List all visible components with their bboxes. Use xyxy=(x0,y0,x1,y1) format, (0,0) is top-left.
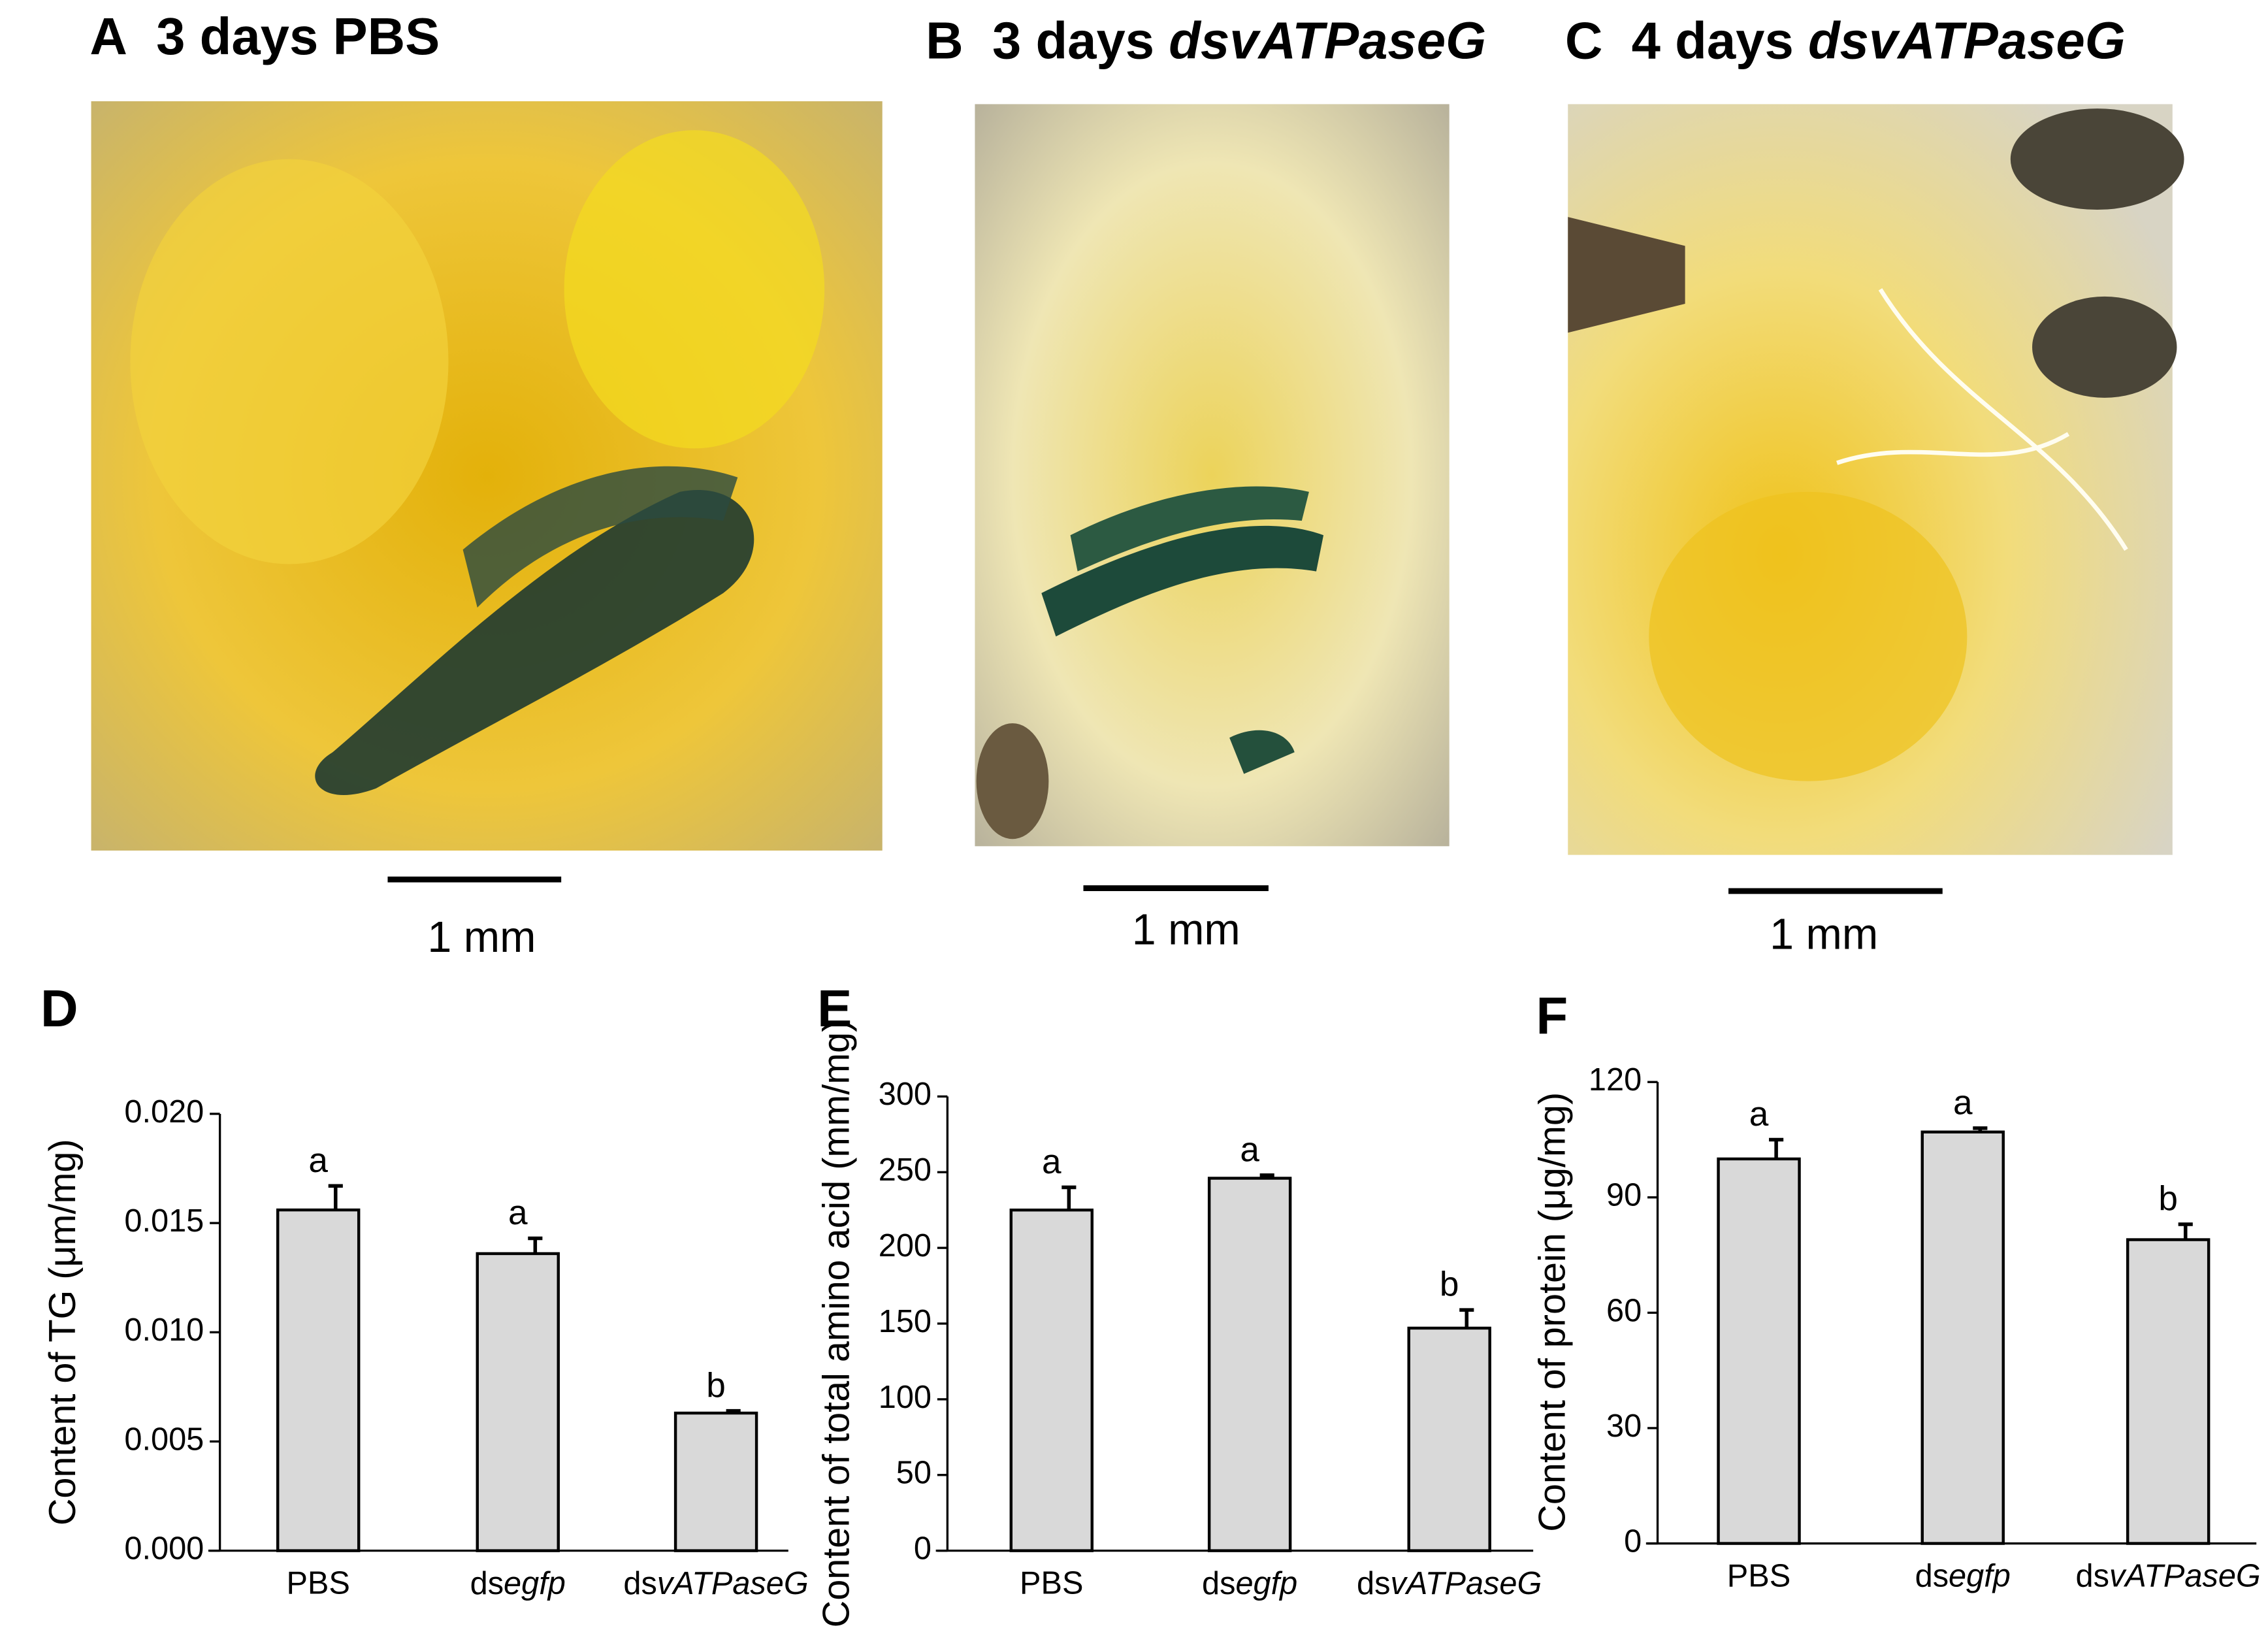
panel-label: E xyxy=(817,979,852,1037)
y-tick-label: 0.015 xyxy=(124,1203,204,1239)
bar xyxy=(1207,1177,1292,1552)
panel-title: B 3 days dsvATPaseG xyxy=(926,12,1486,70)
x-tick-label: dsegfp xyxy=(1202,1566,1297,1601)
x-tick-label: PBS xyxy=(1020,1566,1083,1601)
micrograph xyxy=(91,101,883,851)
label-part: ds xyxy=(1915,1559,1949,1594)
bar xyxy=(673,1411,758,1552)
x-tick-label: dsegfp xyxy=(470,1566,566,1601)
x-tick-label: PBS xyxy=(286,1566,349,1601)
label-part: ds xyxy=(1202,1566,1235,1601)
label-part: ds xyxy=(1357,1566,1390,1601)
error-bar xyxy=(1769,1137,1784,1159)
y-tick-label: 0.000 xyxy=(124,1531,204,1567)
panel-label: F xyxy=(1536,986,1568,1045)
scale-bar-label: 1 mm xyxy=(427,913,536,962)
panel-time: 4 days xyxy=(1632,12,1794,70)
y-tick-label: 0.010 xyxy=(124,1312,204,1348)
y-tick-label: 60 xyxy=(1606,1293,1642,1328)
panel-label: D xyxy=(40,979,78,1037)
bar xyxy=(1407,1326,1491,1552)
scale-bar-label: 1 mm xyxy=(1770,910,1878,958)
label-part: egfp xyxy=(1949,1559,2011,1594)
bar xyxy=(476,1252,560,1552)
y-axis-title: Content of protein (μg/mg) xyxy=(1532,1092,1574,1532)
significance-label: b xyxy=(1440,1265,1459,1304)
panel-label: B xyxy=(926,12,964,70)
x-tick-label: PBS xyxy=(1727,1559,1790,1594)
label-part: ds xyxy=(2075,1559,2109,1594)
bar xyxy=(1717,1157,1801,1545)
panel-time: 3 days xyxy=(992,12,1154,70)
error-bar xyxy=(528,1236,543,1254)
panel-title: A 3 days PBS xyxy=(89,7,440,65)
panel-treatment: PBS xyxy=(332,7,440,65)
label-part: ds xyxy=(623,1566,656,1601)
x-tick-label: dsegfp xyxy=(1915,1559,2011,1594)
y-tick-label: 90 xyxy=(1606,1178,1642,1213)
y-tick-label: 200 xyxy=(879,1228,932,1263)
y-tick-label: 250 xyxy=(879,1152,932,1188)
panel-treatment: dsvATPaseG xyxy=(1808,12,2126,70)
bar xyxy=(1009,1208,1094,1552)
y-tick-label: 120 xyxy=(1589,1062,1642,1098)
error-bar xyxy=(1061,1185,1077,1211)
y-tick-label: 50 xyxy=(896,1456,932,1491)
significance-label: a xyxy=(1749,1095,1769,1133)
label-part: vATPaseG xyxy=(2109,1559,2261,1594)
panel-label: A xyxy=(89,7,127,65)
label-part: vATPaseG xyxy=(1390,1566,1542,1601)
error-bar xyxy=(1259,1173,1274,1179)
significance-label: a xyxy=(308,1141,328,1180)
y-axis-title: Content of total amino acid (mm/mg) xyxy=(816,1020,858,1628)
y-axis-title: Content of TG (μm/mg) xyxy=(42,1139,84,1525)
label-part: vATPaseG xyxy=(657,1566,809,1601)
significance-label: a xyxy=(1953,1083,1973,1122)
y-tick-label: 30 xyxy=(1606,1409,1642,1444)
label-part: egfp xyxy=(504,1566,566,1601)
error-bar xyxy=(726,1409,741,1413)
error-bar xyxy=(2178,1222,2193,1240)
error-bar xyxy=(1459,1308,1474,1328)
error-bar xyxy=(1973,1126,1988,1132)
y-tick-label: 0 xyxy=(914,1531,932,1567)
significance-label: a xyxy=(1042,1143,1061,1181)
significance-label: b xyxy=(706,1366,726,1405)
panel-time: 3 days xyxy=(156,7,318,65)
significance-label: b xyxy=(2158,1180,2178,1218)
bar xyxy=(1920,1130,2005,1545)
y-tick-label: 0.020 xyxy=(124,1094,204,1130)
micrograph xyxy=(975,104,1450,847)
panel-treatment: dsvATPaseG xyxy=(1169,12,1486,70)
panel-label: C xyxy=(1565,12,1603,70)
significance-label: a xyxy=(508,1194,528,1232)
bar xyxy=(276,1208,361,1552)
label-part: ds xyxy=(470,1566,504,1601)
y-tick-label: 0 xyxy=(1624,1523,1642,1559)
x-tick-label: dsvATPaseG xyxy=(623,1566,808,1601)
micrograph xyxy=(1568,104,2184,855)
y-tick-label: 150 xyxy=(879,1304,932,1339)
label-part: egfp xyxy=(1235,1566,1297,1601)
x-tick-label: dsvATPaseG xyxy=(2075,1559,2260,1594)
x-tick-label: dsvATPaseG xyxy=(1357,1566,1542,1601)
error-bar xyxy=(328,1184,343,1211)
significance-label: a xyxy=(1240,1130,1259,1169)
y-tick-label: 300 xyxy=(879,1077,932,1112)
bar xyxy=(2126,1238,2211,1545)
y-tick-label: 100 xyxy=(879,1380,932,1415)
panel-title: C 4 days dsvATPaseG xyxy=(1565,12,2126,70)
scale-bar-label: 1 mm xyxy=(1132,906,1240,954)
y-tick-label: 0.005 xyxy=(124,1422,204,1457)
